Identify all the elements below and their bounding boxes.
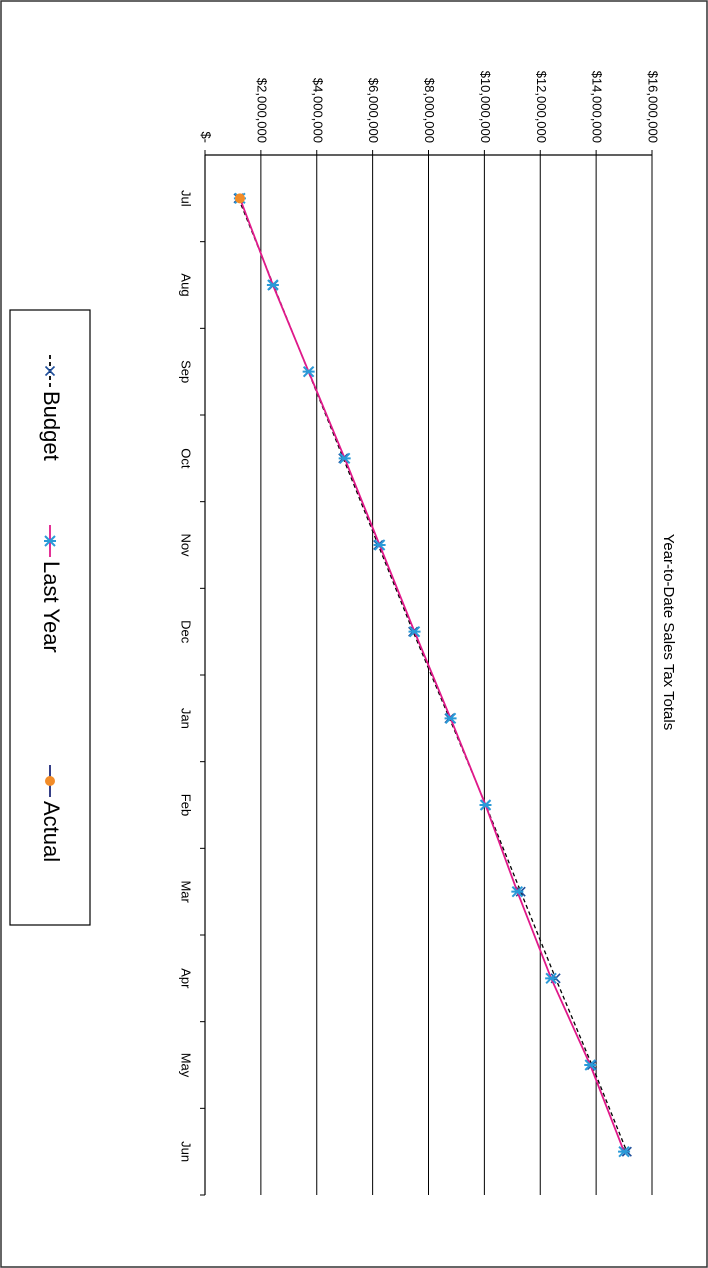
legend-label: Budget — [39, 391, 64, 461]
x-tick-label: Jan — [179, 708, 194, 729]
y-tick-label: $14,000,000 — [590, 71, 605, 143]
x-tick-label: Mar — [179, 880, 194, 903]
marker — [302, 365, 315, 378]
series-line — [239, 198, 625, 1152]
legend-marker — [44, 365, 56, 377]
y-tick-label: $6,000,000 — [366, 78, 381, 143]
marker — [338, 452, 351, 465]
x-tick-label: Sep — [179, 360, 194, 383]
rotated-chart: Year-to-Date Sales Tax Totals $- $2,000,0… — [9, 71, 677, 1196]
x-tick-label: Nov — [179, 533, 194, 557]
marker — [408, 625, 421, 638]
x-tick-label: Dec — [179, 620, 194, 644]
chart-title: Year-to-Date Sales Tax Totals — [660, 534, 677, 731]
marker — [479, 799, 492, 811]
marker — [511, 885, 524, 898]
legend-marker — [44, 535, 56, 547]
x-tick-label: Feb — [179, 794, 194, 816]
marker — [584, 1059, 597, 1071]
y-tick-label: $- — [199, 131, 214, 143]
y-tick-label: $4,000,000 — [310, 78, 325, 143]
y-tick-label: $16,000,000 — [646, 71, 661, 143]
legend-label: Actual — [39, 801, 64, 862]
marker — [266, 279, 279, 291]
x-tick-label: Oct — [179, 448, 194, 469]
marker — [444, 712, 457, 725]
legend-label: Last Year — [39, 561, 64, 653]
y-tick-label: $10,000,000 — [478, 71, 493, 143]
marker — [373, 539, 386, 551]
legend-box — [9, 309, 91, 926]
marker — [618, 1145, 631, 1158]
x-tick-label: Aug — [179, 273, 194, 296]
marker — [234, 193, 245, 204]
y-tick-label: $2,000,000 — [254, 78, 269, 143]
x-tick-label: Apr — [179, 968, 194, 989]
x-tick-label: May — [179, 1053, 194, 1078]
legend-marker — [45, 776, 55, 786]
marker — [545, 972, 558, 985]
y-tick-label: $8,000,000 — [422, 78, 437, 143]
x-tick-label: Jun — [179, 1141, 194, 1162]
y-tick-label: $12,000,000 — [534, 71, 549, 143]
x-tick-label: Jul — [179, 190, 194, 207]
